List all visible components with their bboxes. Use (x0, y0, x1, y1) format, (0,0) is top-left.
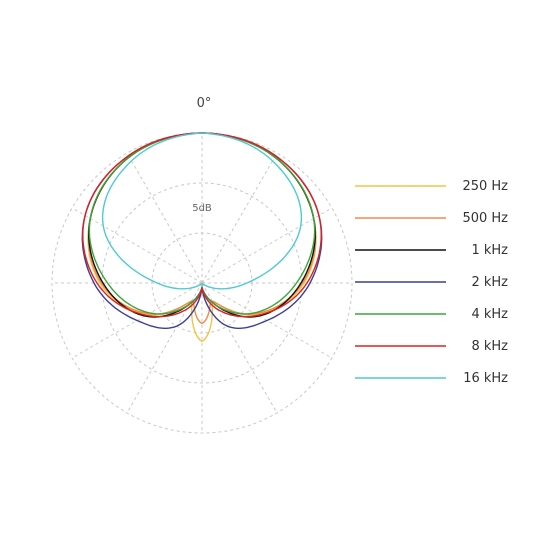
legend-label-0: 250 Hz (462, 179, 508, 194)
legend-label-3: 2 kHz (471, 275, 508, 290)
grid-spoke-30 (201, 152, 278, 284)
grid-spoke-300 (71, 207, 203, 284)
series-line-16-khz (101, 132, 303, 290)
legend: 250 Hz 500 Hz 1 kHz 2 kHz 4 kHz 8 kHz 16 kHz (355, 179, 508, 386)
series-line-8-khz (82, 132, 322, 318)
grid-ring-3 (51, 132, 353, 434)
legend-label-5: 8 kHz (471, 339, 508, 354)
ring-label: 5dB (192, 203, 212, 214)
legend-label-1: 500 Hz (462, 211, 508, 226)
legend-label-6: 16 kHz (463, 371, 508, 386)
grid-spoke-60 (201, 207, 333, 284)
legend-label-4: 4 kHz (471, 307, 508, 322)
angle-label-0: 0° (197, 96, 212, 111)
legend-label-2: 1 kHz (471, 243, 508, 258)
polar-series (81, 132, 323, 343)
grid-spoke-330 (126, 152, 203, 284)
polar-grid (51, 132, 353, 434)
